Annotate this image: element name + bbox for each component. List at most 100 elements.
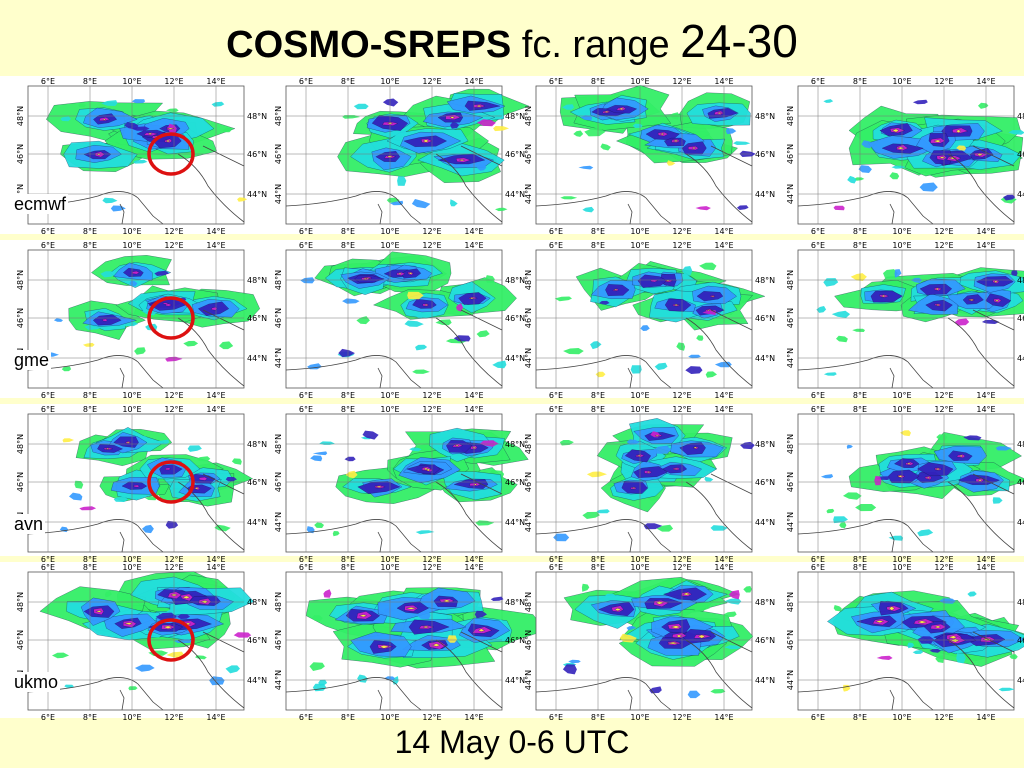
lon-tick-label: 6°E bbox=[811, 563, 825, 572]
lon-tick-label: 8°E bbox=[591, 563, 605, 572]
lon-tick-label: 6°E bbox=[41, 241, 55, 250]
lon-tick-label: 6°E bbox=[549, 391, 563, 400]
title-model: COSMO-SREPS bbox=[226, 24, 512, 66]
lat-tick-label: 44°N bbox=[274, 670, 283, 690]
lon-tick-label: 14°E bbox=[206, 227, 225, 236]
lon-tick-label: 8°E bbox=[341, 713, 355, 722]
lon-tick-label: 14°E bbox=[464, 77, 483, 86]
lat-tick-label: 46°N bbox=[274, 630, 283, 650]
forecast-map-gme-4: 6°E 6°E 8°E 8°E 10°E 10°E 12°E 12°E 14°E 14°E 48°N… bbox=[780, 240, 1024, 400]
forecast-map-ecmwf-4: 6°E 6°E 8°E 8°E 10°E 10°E 12°E 12°E 14°E 14°E 48°N… bbox=[780, 76, 1024, 236]
lon-tick-label: 12°E bbox=[672, 391, 691, 400]
lat-tick-label: 44°N bbox=[1017, 676, 1024, 685]
lon-tick-label: 12°E bbox=[934, 405, 953, 414]
lon-tick-label: 12°E bbox=[934, 391, 953, 400]
lon-tick-label: 8°E bbox=[853, 391, 867, 400]
lon-tick-label: 14°E bbox=[976, 563, 995, 572]
lat-tick-label: 46°N bbox=[524, 472, 533, 492]
lat-tick-label: 46°N bbox=[505, 150, 525, 159]
lat-tick-label: 48°N bbox=[274, 106, 283, 126]
lon-tick-label: 8°E bbox=[853, 227, 867, 236]
lon-tick-label: 14°E bbox=[976, 77, 995, 86]
lat-tick-label: 44°N bbox=[524, 184, 533, 204]
lat-tick-label: 48°N bbox=[505, 440, 525, 449]
forecast-map-ukmo-2: 6°E 6°E 8°E 8°E 10°E 10°E 12°E 12°E 14°E 14°E 48°N… bbox=[268, 562, 546, 722]
lon-tick-label: 8°E bbox=[591, 555, 605, 564]
lon-tick-label: 10°E bbox=[380, 391, 399, 400]
lon-tick-label: 6°E bbox=[811, 227, 825, 236]
lon-tick-label: 12°E bbox=[422, 391, 441, 400]
lat-tick-label: 44°N bbox=[505, 190, 525, 199]
lat-tick-label: 48°N bbox=[755, 276, 775, 285]
lon-tick-label: 8°E bbox=[83, 713, 97, 722]
lat-tick-label: 44°N bbox=[786, 512, 795, 532]
lon-tick-label: 12°E bbox=[672, 241, 691, 250]
lon-tick-label: 8°E bbox=[591, 77, 605, 86]
lon-tick-label: 12°E bbox=[422, 713, 441, 722]
lat-tick-label: 46°N bbox=[505, 478, 525, 487]
lon-tick-label: 8°E bbox=[341, 391, 355, 400]
lon-tick-label: 14°E bbox=[976, 405, 995, 414]
model-label-ukmo: ukmo bbox=[12, 672, 61, 692]
lat-tick-label: 44°N bbox=[1017, 190, 1024, 199]
lon-tick-label: 14°E bbox=[464, 405, 483, 414]
forecast-map-ukmo-1: 6°E 6°E 8°E 8°E 10°E 10°E 12°E 12°E 14°E 14°E 48°N… bbox=[10, 562, 267, 722]
lat-tick-label: 44°N bbox=[1017, 518, 1024, 527]
lon-tick-label: 10°E bbox=[892, 227, 911, 236]
lon-tick-label: 10°E bbox=[630, 391, 649, 400]
lon-tick-label: 10°E bbox=[892, 241, 911, 250]
lon-tick-label: 12°E bbox=[934, 555, 953, 564]
row-separator bbox=[0, 556, 1024, 562]
lat-tick-label: 48°N bbox=[505, 598, 525, 607]
lat-tick-label: 48°N bbox=[1017, 276, 1024, 285]
lat-tick-label: 48°N bbox=[524, 434, 533, 454]
lon-tick-label: 12°E bbox=[422, 555, 441, 564]
lat-tick-label: 48°N bbox=[274, 592, 283, 612]
lon-tick-label: 6°E bbox=[549, 713, 563, 722]
lat-tick-label: 44°N bbox=[755, 676, 775, 685]
lat-tick-label: 46°N bbox=[755, 636, 775, 645]
lon-tick-label: 10°E bbox=[122, 77, 141, 86]
lat-tick-label: 46°N bbox=[1017, 636, 1024, 645]
lon-tick-label: 8°E bbox=[591, 405, 605, 414]
lat-tick-label: 44°N bbox=[786, 348, 795, 368]
lat-tick-label: 46°N bbox=[524, 144, 533, 164]
lat-tick-label: 44°N bbox=[274, 184, 283, 204]
forecast-map-avn-2: 6°E 6°E 8°E 8°E 10°E 10°E 12°E 12°E 14°E 14°E 48°N… bbox=[268, 404, 529, 564]
lat-tick-label: 44°N bbox=[755, 354, 775, 363]
row-separator bbox=[0, 398, 1024, 404]
lat-tick-label: 48°N bbox=[247, 598, 267, 607]
lat-tick-label: 46°N bbox=[247, 314, 267, 323]
lat-tick-label: 44°N bbox=[786, 184, 795, 204]
lon-tick-label: 8°E bbox=[341, 405, 355, 414]
lat-tick-label: 46°N bbox=[16, 144, 25, 164]
lon-tick-label: 14°E bbox=[714, 405, 733, 414]
lon-tick-label: 12°E bbox=[164, 405, 183, 414]
lat-tick-label: 48°N bbox=[1017, 440, 1024, 449]
lon-tick-label: 12°E bbox=[164, 555, 183, 564]
forecast-map-ecmwf-2: 6°E 6°E 8°E 8°E 10°E 10°E 12°E 12°E 14°E 14°E 48°N… bbox=[268, 76, 530, 236]
model-label-ecmwf: ecmwf bbox=[12, 194, 69, 214]
lat-tick-label: 44°N bbox=[505, 354, 525, 363]
lon-tick-label: 10°E bbox=[380, 713, 399, 722]
lon-tick-label: 12°E bbox=[672, 227, 691, 236]
lon-tick-label: 14°E bbox=[714, 227, 733, 236]
lon-tick-label: 8°E bbox=[341, 555, 355, 564]
lat-tick-label: 48°N bbox=[16, 270, 25, 290]
lon-tick-label: 6°E bbox=[811, 713, 825, 722]
lon-tick-label: 10°E bbox=[892, 713, 911, 722]
lon-tick-label: 10°E bbox=[122, 391, 141, 400]
lon-tick-label: 14°E bbox=[976, 227, 995, 236]
lat-tick-label: 44°N bbox=[505, 518, 525, 527]
lat-tick-label: 46°N bbox=[524, 308, 533, 328]
forecast-map-gme-3: 6°E 6°E 8°E 8°E 10°E 10°E 12°E 12°E 14°E 14°E 48°N… bbox=[518, 240, 775, 400]
lon-tick-label: 6°E bbox=[811, 391, 825, 400]
title-range-text: fc. range bbox=[511, 24, 681, 66]
lon-tick-label: 12°E bbox=[422, 241, 441, 250]
lon-tick-label: 10°E bbox=[892, 391, 911, 400]
lon-tick-label: 12°E bbox=[934, 713, 953, 722]
lat-tick-label: 44°N bbox=[274, 512, 283, 532]
lon-tick-label: 8°E bbox=[83, 391, 97, 400]
lon-tick-label: 14°E bbox=[976, 241, 995, 250]
lon-tick-label: 12°E bbox=[422, 77, 441, 86]
